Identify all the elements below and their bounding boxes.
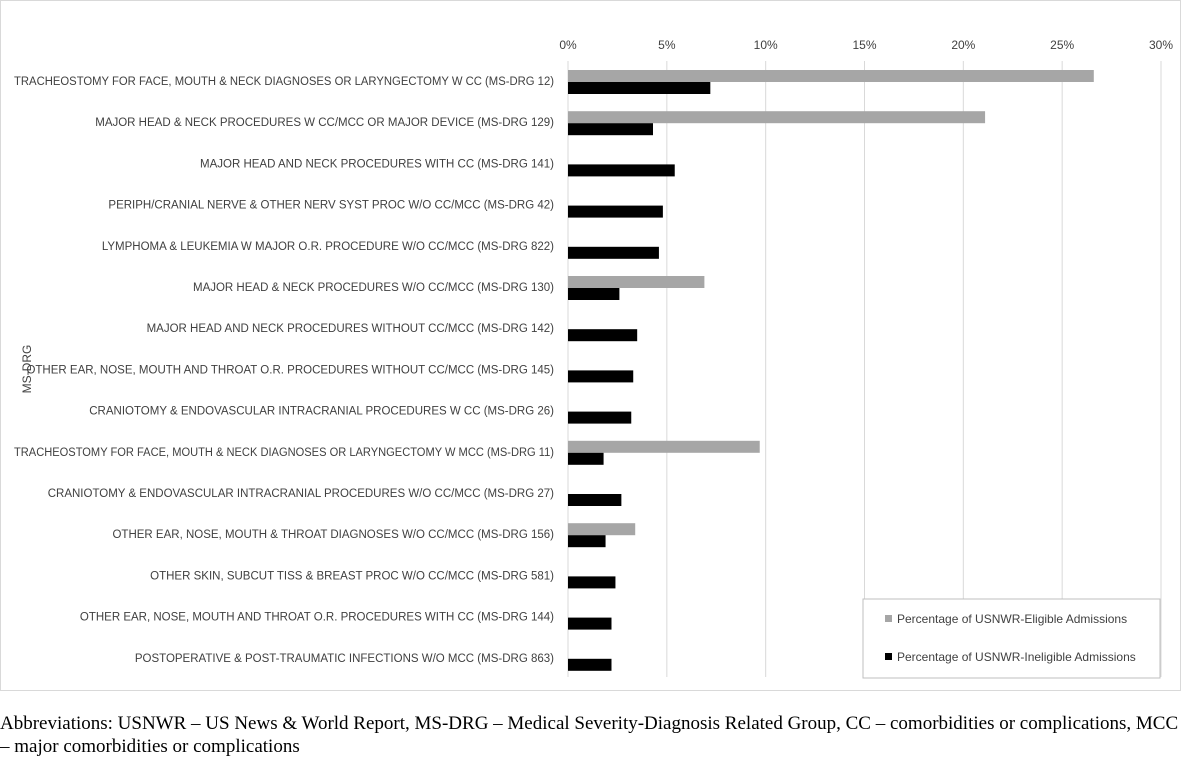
bar-ineligible xyxy=(568,123,653,136)
legend-swatch-ineligible xyxy=(885,653,892,660)
x-tick-label: 20% xyxy=(951,38,975,52)
x-tick-label: 5% xyxy=(658,38,676,52)
category-label: MAJOR HEAD & NECK PROCEDURES W CC/MCC OR… xyxy=(95,117,554,129)
gridlines xyxy=(567,61,1162,677)
bar-ineligible xyxy=(568,576,616,589)
bar-eligible xyxy=(568,440,760,453)
x-axis-ticks: 0% 5% 10% 15% 20% 25% 30% xyxy=(559,38,1173,52)
category-label: OTHER EAR, NOSE, MOUTH AND THROAT O.R. P… xyxy=(80,612,554,624)
legend: Percentage of USNWR-Eligible Admissions … xyxy=(862,598,1161,679)
bar-ineligible xyxy=(568,164,675,177)
category-label: OTHER EAR, NOSE, MOUTH & THROAT DIAGNOSE… xyxy=(112,529,554,541)
bar-chart: 0% 5% 10% 15% 20% 25% 30% TRACHEOSTOMY FOR FAC… xyxy=(14,38,1173,679)
category-label: POSTOPERATIVE & POST-TRAUMATIC INFECTION… xyxy=(135,653,554,665)
bar-eligible xyxy=(568,523,636,536)
bar-ineligible xyxy=(568,246,659,259)
category-labels: TRACHEOSTOMY FOR FACE, MOUTH & NECK DIAG… xyxy=(14,76,554,665)
bar-ineligible xyxy=(568,658,612,671)
legend-box xyxy=(862,598,1161,679)
bars xyxy=(568,70,1094,671)
category-label: TRACHEOSTOMY FOR FACE, MOUTH & NECK DIAG… xyxy=(14,447,554,459)
category-label: MAJOR HEAD & NECK PROCEDURES W/O CC/MCC … xyxy=(193,282,554,294)
footnote: Abbreviations: USNWR – US News & World R… xyxy=(0,713,1179,757)
x-tick-label: 30% xyxy=(1149,38,1173,52)
bar-ineligible xyxy=(568,288,620,300)
x-tick-label: 0% xyxy=(559,38,577,52)
chart-area: 0% 5% 10% 15% 20% 25% 30% TRACHEOSTOMY FOR FAC… xyxy=(0,0,1181,691)
bar-ineligible xyxy=(568,452,604,465)
legend-swatch-eligible xyxy=(885,615,892,622)
legend-label-eligible: Percentage of USNWR-Eligible Admissions xyxy=(897,612,1127,626)
category-label: LYMPHOMA & LEUKEMIA W MAJOR O.R. PROCEDU… xyxy=(102,241,554,253)
bar-ineligible xyxy=(568,411,632,424)
category-label: OTHER SKIN, SUBCUT TISS & BREAST PROC W/… xyxy=(150,570,554,582)
category-label: CRANIOTOMY & ENDOVASCULAR INTRACRANIAL P… xyxy=(89,406,554,418)
category-label: MAJOR HEAD AND NECK PROCEDURES WITH CC (… xyxy=(200,158,554,170)
bar-eligible xyxy=(568,111,986,124)
x-tick-label: 10% xyxy=(754,38,778,52)
category-label: MAJOR HEAD AND NECK PROCEDURES WITHOUT C… xyxy=(147,323,555,335)
x-tick-label: 15% xyxy=(852,38,876,52)
category-label: CRANIOTOMY & ENDOVASCULAR INTRACRANIAL P… xyxy=(48,488,554,500)
bar-ineligible xyxy=(568,82,711,94)
bar-ineligible xyxy=(568,370,634,383)
bar-ineligible xyxy=(568,329,638,342)
bar-ineligible xyxy=(568,617,612,630)
category-label: OTHER EAR, NOSE, MOUTH AND THROAT O.R. P… xyxy=(26,364,554,376)
bar-eligible xyxy=(568,276,705,288)
y-axis-title: MS-DRG xyxy=(20,345,34,394)
category-label: TRACHEOSTOMY FOR FACE, MOUTH & NECK DIAG… xyxy=(14,76,554,88)
bar-ineligible xyxy=(568,535,606,548)
legend-label-ineligible: Percentage of USNWR-Ineligible Admission… xyxy=(897,650,1136,664)
bar-ineligible xyxy=(568,494,622,506)
category-label: PERIPH/CRANIAL NERVE & OTHER NERV SYST P… xyxy=(108,200,554,212)
bar-ineligible xyxy=(568,205,663,218)
x-tick-label: 25% xyxy=(1050,38,1074,52)
bar-eligible xyxy=(568,70,1094,82)
